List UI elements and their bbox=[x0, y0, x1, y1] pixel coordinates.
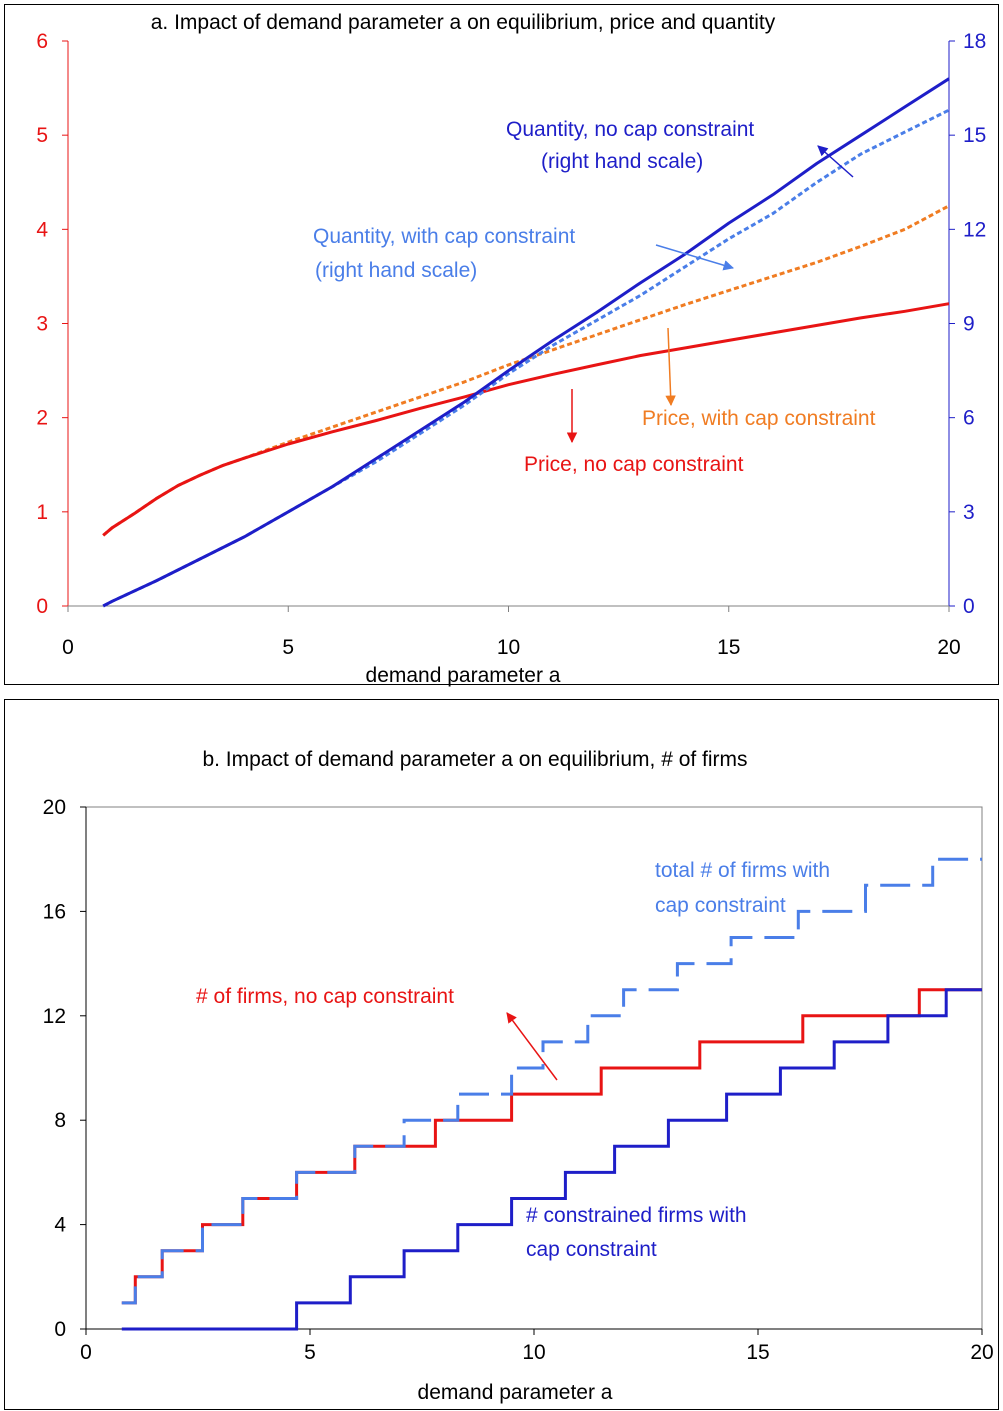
annotation-quantity-no-cap-line2: (right hand scale) bbox=[541, 150, 703, 173]
chart-a-left-tick-label: 1 bbox=[36, 501, 48, 524]
arrow-firms-no-cap bbox=[506, 1012, 558, 1081]
chart-b-y-tick-label: 0 bbox=[54, 1318, 66, 1341]
chart-a-left-tick-label: 3 bbox=[36, 313, 48, 336]
chart-a-right-tick-label: 3 bbox=[963, 501, 975, 524]
chart-b-title: b. Impact of demand parameter a on equil… bbox=[202, 748, 747, 771]
chart-a-right-tick-label: 15 bbox=[963, 124, 986, 147]
chart-a-x-tick-label: 20 bbox=[937, 636, 960, 659]
chart-b-y-tick-label: 4 bbox=[54, 1214, 66, 1237]
chart-b-x-tick-label: 20 bbox=[970, 1341, 993, 1364]
arrow-quantity-cap bbox=[655, 244, 735, 271]
chart-b-y-tick-label: 16 bbox=[43, 900, 66, 923]
annotation-quantity-no-cap-line1: Quantity, no cap constraint bbox=[506, 118, 754, 141]
annotation-quantity-cap-line2: (right hand scale) bbox=[315, 259, 477, 282]
chart-a-left-tick-label: 0 bbox=[36, 595, 48, 618]
annotation-price-no-cap: Price, no cap constraint bbox=[524, 453, 744, 476]
chart-b-x-tick-label: 15 bbox=[746, 1341, 769, 1364]
chart-b-y-tick-label: 12 bbox=[43, 1005, 66, 1028]
chart-b-axes: 0 4 8 12 16 20 0 5 10 15 20 bbox=[43, 796, 994, 1364]
chart-a-right-tick-label: 0 bbox=[963, 595, 975, 618]
series-total-firms-cap bbox=[121, 857, 982, 1305]
chart-a-svg: a. Impact of demand parameter a on equil… bbox=[36, 11, 986, 687]
series-constrained-firms-cap bbox=[121, 988, 982, 1331]
chart-a-left-tick-label: 6 bbox=[36, 30, 48, 53]
chart-b-annotations: total # of firms with cap constraint # o… bbox=[196, 859, 830, 1261]
chart-a-title: a. Impact of demand parameter a on equil… bbox=[151, 11, 776, 34]
chart-a-right-tick-label: 9 bbox=[963, 313, 975, 336]
annotation-total-cap-line2: cap constraint bbox=[655, 894, 786, 917]
chart-b-x-tick-label: 10 bbox=[522, 1341, 545, 1364]
chart-a-x-tick-label: 0 bbox=[62, 636, 74, 659]
chart-panel-a: a. Impact of demand parameter a on equil… bbox=[4, 4, 999, 687]
chart-b-x-tick-label: 0 bbox=[80, 1341, 92, 1364]
chart-a-series bbox=[102, 77, 950, 608]
chart-a-right-tick-label: 6 bbox=[963, 407, 975, 430]
chart-b-y-tick-label: 20 bbox=[43, 796, 66, 819]
annotation-constrained-line1: # constrained firms with bbox=[526, 1204, 747, 1227]
chart-a-left-tick-label: 4 bbox=[36, 218, 48, 241]
series-price-cap bbox=[102, 204, 950, 537]
annotation-no-cap: # of firms, no cap constraint bbox=[196, 985, 454, 1008]
series-quantity-no-cap bbox=[102, 77, 950, 608]
chart-a-x-tick-label: 5 bbox=[282, 636, 294, 659]
annotation-quantity-cap-line1: Quantity, with cap constraint bbox=[313, 225, 575, 248]
chart-b-y-tick-label: 8 bbox=[54, 1109, 66, 1132]
chart-a-left-tick-label: 2 bbox=[36, 407, 48, 430]
chart-a-x-tick-label: 15 bbox=[717, 636, 740, 659]
chart-b-series bbox=[121, 857, 982, 1331]
chart-a-xlabel: demand parameter a bbox=[366, 664, 561, 687]
chart-b-svg: b. Impact of demand parameter a on equil… bbox=[43, 748, 994, 1404]
chart-a-annotations: Quantity, no cap constraint (right hand … bbox=[313, 118, 876, 476]
annotation-constrained-line2: cap constraint bbox=[526, 1238, 657, 1261]
chart-b-xlabel: demand parameter a bbox=[418, 1381, 613, 1404]
arrow-price-cap bbox=[665, 327, 676, 407]
chart-a-right-tick-label: 12 bbox=[963, 218, 986, 241]
arrow-quantity-no-cap bbox=[817, 145, 854, 178]
annotation-price-cap: Price, with cap constraint bbox=[642, 407, 876, 430]
chart-panel-b: b. Impact of demand parameter a on equil… bbox=[4, 699, 999, 1410]
chart-b-x-tick-label: 5 bbox=[304, 1341, 316, 1364]
annotation-total-cap-line1: total # of firms with bbox=[655, 859, 830, 882]
series-price-no-cap bbox=[102, 302, 950, 537]
chart-a-right-tick-label: 18 bbox=[963, 30, 986, 53]
chart-a-x-tick-label: 10 bbox=[497, 636, 520, 659]
chart-a-left-tick-label: 5 bbox=[36, 124, 48, 147]
